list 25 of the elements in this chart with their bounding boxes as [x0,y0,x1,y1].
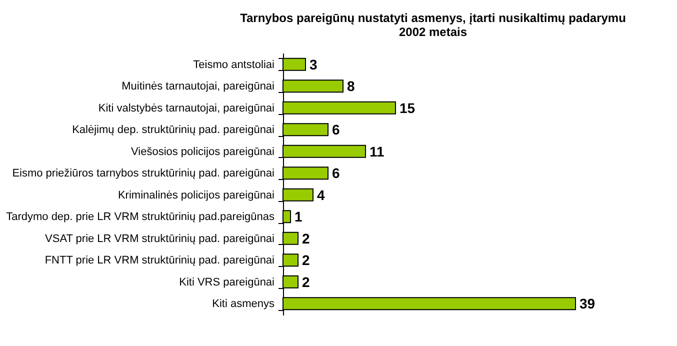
data-label: 2 [302,252,310,268]
data-label: 6 [332,122,340,138]
data-label: 3 [310,56,318,72]
data-label: 2 [302,230,310,246]
y-tick-label: Kriminalinės policijos pareigūnai [118,189,274,202]
data-label: 11 [370,143,385,160]
y-tick-label: Kiti valstybės tarnautojai, pareigūnai [98,102,274,114]
y-tick-label: Teismo antstoliai [193,58,274,71]
data-label: 6 [332,165,340,182]
data-label: 4 [317,186,325,203]
data-label: 1 [294,208,302,225]
y-tick-label: Eismo priežiūros tarnybos struktūrinių pad. pareigūnai [12,168,274,180]
data-label: 2 [302,274,310,290]
y-tick-label: Kiti asmenys [212,298,275,310]
y-tick-label: VSAT prie LR VRM struktūrinių pad. pareigūnai [45,232,274,245]
data-label: 8 [347,78,355,94]
y-tick-label: Viešosios policijos pareigūnai [131,146,274,158]
chart-title: Tarnybos pareigūnų nustatyti asmenys, įtarti nusikaltimų padarymu 2002 metais [240,11,626,39]
y-tick-label: Tardymo dep. prie LR VRM struktūrinių pad.pareigūnas [6,211,275,224]
y-tick-label: FNTT prie LR VRM struktūrinių pad. pareigūnai [44,254,274,267]
data-label: 15 [400,100,416,116]
y-tick-label: Kiti VRS pareigūnai [179,276,274,288]
y-tick-label: Muitinės tarnautojai, pareigūnai [122,80,274,93]
data-label: 39 [580,296,596,312]
y-tick-label: Kalėjimų dep. struktūrinių pad. pareigūnai [72,124,274,136]
